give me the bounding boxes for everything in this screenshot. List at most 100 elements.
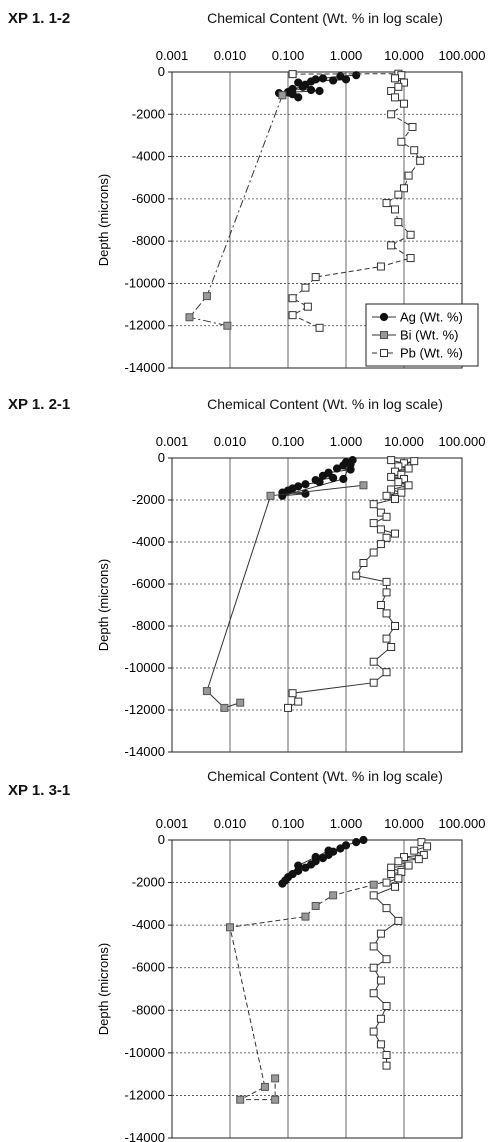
data-point [382,588,391,597]
chart-title: Chemical Content (Wt. % in log scale) [207,768,443,784]
data-point [369,963,378,972]
data-point [284,703,292,712]
data-point [315,323,324,332]
data-point [394,190,403,199]
x-tick-label: 0.001 [156,434,189,449]
series-line [188,95,283,327]
data-point [369,678,378,687]
y-tick-label: -12000 [125,1087,165,1102]
legend-label: Pb (Wt. %) [400,346,463,361]
data-point [404,464,413,473]
data-point [236,698,245,707]
data-point [202,292,211,301]
data-point [387,241,396,250]
data-point [315,478,324,487]
data-point [382,668,391,677]
data-point [346,460,355,469]
y-tick-label: -2000 [132,492,165,507]
data-point [382,1002,391,1011]
data-point [391,205,400,214]
y-tick-label: -12000 [125,702,165,717]
data-point [414,855,423,864]
x-tick-label: 10.000 [384,434,424,449]
y-tick-label: -10000 [125,275,165,290]
data-point [278,491,287,500]
data-point [387,472,396,481]
data-point [301,480,310,489]
data-point [410,457,419,466]
data-point [391,74,400,83]
x-tick-label: 0.001 [156,816,189,831]
y-tick-label: -8000 [132,618,165,633]
data-point [288,689,297,698]
data-point [332,464,342,473]
data-point [382,1061,391,1070]
data-point [315,86,324,96]
chart-plot: 0.001 0.010 0.100 1.000 10.000 100.000 0 -2000 -… [96,434,486,759]
plot-frame [171,71,463,369]
data-point [387,485,396,494]
chart-plot: 0.001 0.010 0.100 1.000 10.000 100.000 0 -2000 -… [96,48,486,375]
data-point [185,313,194,322]
data-point [324,846,333,855]
y-tick-label: -4000 [132,149,165,164]
y-axis-label: Depth (microns) [96,943,111,1035]
data-point [376,508,385,517]
data-point [369,989,378,998]
x-tick-label: 0.100 [272,434,305,449]
data-point [400,99,408,108]
panel-label: XP 1. 2-1 [8,396,71,413]
data-point [352,838,361,847]
data-point [376,1040,385,1049]
panel-label: XP 1. 1-2 [8,10,71,27]
data-point [382,577,391,586]
data-point [202,687,211,696]
data-point [387,870,396,879]
y-tick-label: 0 [158,450,165,465]
data-point [394,874,403,883]
data-point [394,916,403,925]
data-point [400,853,408,862]
data-point [359,481,368,490]
y-tick-label: -6000 [132,191,165,206]
data-point [382,634,391,643]
x-tick-label: 0.010 [214,816,247,831]
y-tick-label: -14000 [125,360,165,375]
data-point [311,273,320,282]
chart-panel-3: XP 1. 3-1 Chemical Content (Wt. % in log… [0,762,504,1142]
data-point [311,852,320,862]
data-point [336,844,345,853]
data-point [341,75,351,84]
data-point [288,311,297,320]
data-point [260,1082,269,1091]
legend-label: Ag (Wt. %) [400,310,463,325]
data-point [417,838,426,847]
data-point [391,529,400,538]
data-point [376,601,385,609]
data-point [271,1074,280,1083]
data-point [416,156,425,165]
data-point [394,218,403,227]
data-point [369,657,378,666]
y-tick-label: -8000 [132,1002,165,1017]
series-line [291,73,421,329]
data-point [359,835,368,845]
y-tick-label: -4000 [132,917,165,932]
data-point [404,481,413,490]
x-tick-label: 0.100 [272,48,305,63]
data-point [318,853,328,863]
data-point [278,879,287,888]
data-point [376,1014,385,1023]
data-point [406,230,415,239]
data-point [391,622,400,630]
legend-marker [380,331,388,339]
data-point [404,171,413,180]
data-point [271,1095,280,1104]
data-point [382,491,391,500]
y-tick-label: -8000 [132,233,165,248]
data-point [387,456,396,465]
data-point [382,1050,391,1059]
data-point [369,1027,378,1036]
data-point [408,122,417,131]
y-axis-label: Depth (microns) [96,174,111,266]
